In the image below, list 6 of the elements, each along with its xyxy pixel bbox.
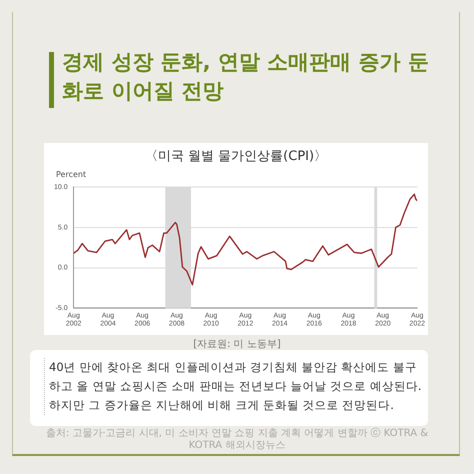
text: 40년 만에 찾아온 최대 인플레이션과 경기침체 불안감 확산에도 불구하고 올 연말 쇼핑시즌 소매 판매는 전년보다 늘어날 것으로 예상된다. 하지만 그 증가율은 지난해에 비해 크게 둔화될 것으로 전망된다. [44,358,427,415]
chart-subtitle: 〈미국 월별 물가인상률(CPI)〉 [144,148,328,165]
chart-title: 경제 성장 둔화, 연말 소매판매 증가 둔화로 이어질 전망 [62,49,430,105]
text: [자료원: 미 노동부] [192,338,282,351]
source-note: 출처: 고물가·고금리 시대, 미 소비자 연말 쇼핑 지출 계획 어떻게 변할까 ⓒ KOTRA & KOTRA 해외시장뉴스 [44,428,430,452]
y-axis-title: Percent [56,170,86,180]
